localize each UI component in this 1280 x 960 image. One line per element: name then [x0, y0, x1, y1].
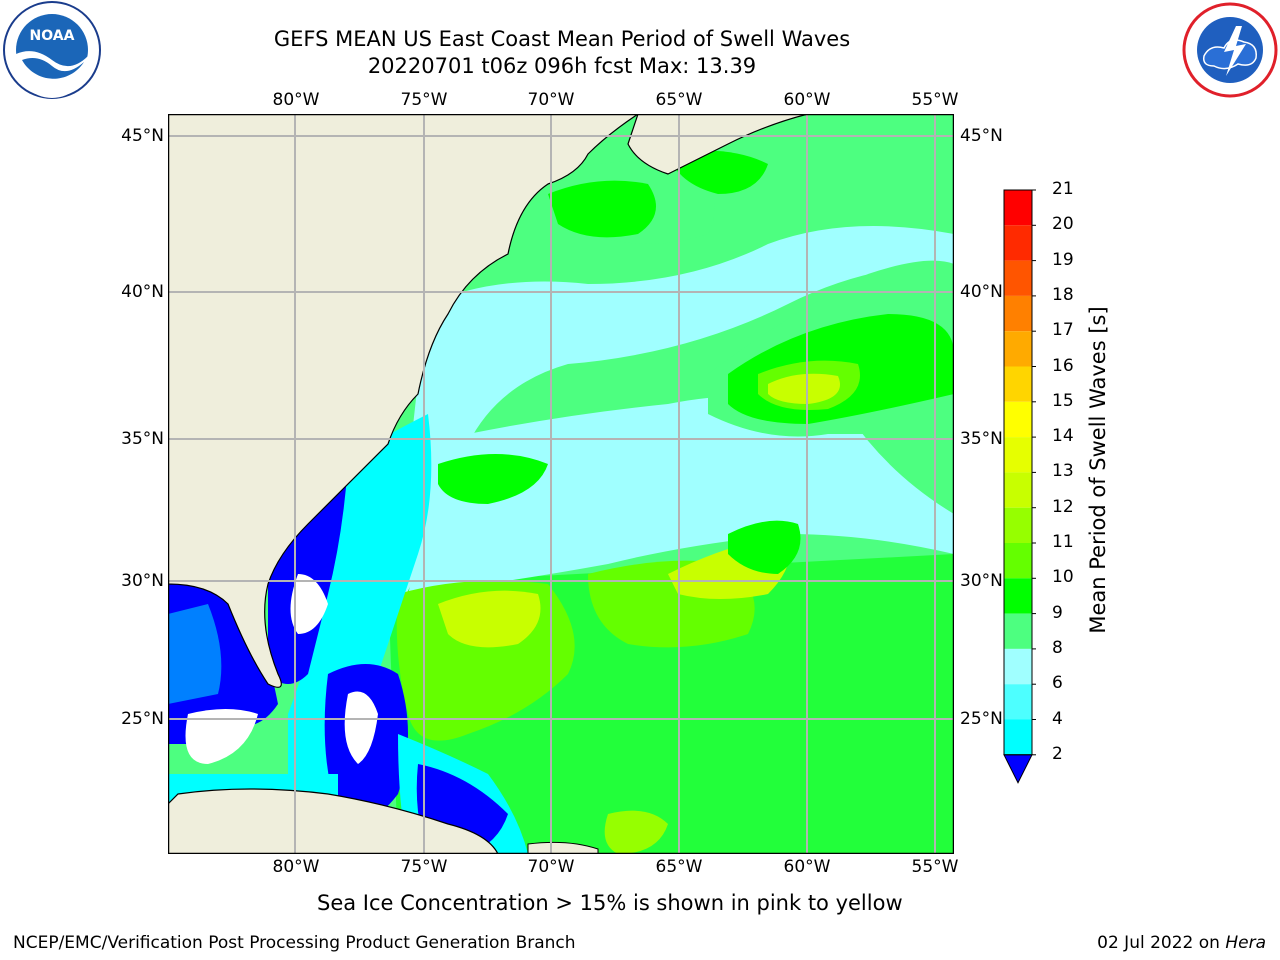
colorbar-tick-label: 10 — [1052, 567, 1074, 588]
colorbar-segment — [1004, 260, 1032, 296]
footer-date-text: 02 Jul 2022 on — [1097, 933, 1226, 953]
colorbar-segment — [1004, 578, 1032, 614]
colorbar-tick-label: 4 — [1052, 708, 1063, 729]
colorbar-segment — [1004, 437, 1032, 473]
lat-label-left-40n: 40°N — [121, 282, 164, 302]
lat-label-left-25n: 25°N — [121, 709, 164, 729]
colorbar-tick-label: 9 — [1052, 602, 1063, 623]
colorbar-segment — [1004, 401, 1032, 438]
colorbar-tick-label: 2 — [1052, 743, 1063, 764]
swell-period-map — [168, 114, 954, 854]
colorbar-segment — [1004, 472, 1032, 508]
lat-label-left-30n: 30°N — [121, 571, 164, 591]
lon-label-top-80w: 80°W — [272, 90, 320, 110]
chart-title: GEFS MEAN US East Coast Mean Period of S… — [273, 27, 851, 51]
land-cuba — [168, 788, 499, 854]
colorbar-tick-label: 6 — [1052, 673, 1063, 694]
colorbar-segment — [1004, 331, 1032, 367]
colorbar-tick-label: 17 — [1052, 320, 1074, 341]
colorbar-segment — [1004, 225, 1032, 261]
lon-label-top-65w: 65°W — [655, 90, 703, 110]
noaa-logo-icon: NOAA — [3, 1, 101, 99]
colorbar-tick-label: 14 — [1052, 426, 1074, 447]
footer-credit: NCEP/EMC/Verification Post Processing Pr… — [13, 933, 576, 953]
footer-date: 02 Jul 2022 on Hera — [1097, 933, 1266, 953]
colorbar-segment — [1004, 190, 1032, 226]
lon-label-bottom-60w: 60°W — [783, 857, 831, 877]
lon-label-bottom-75w: 75°W — [400, 857, 448, 877]
colorbar-segment — [1004, 648, 1032, 685]
lat-label-right-40n: 40°N — [960, 282, 1003, 302]
lon-label-top-55w: 55°W — [911, 90, 959, 110]
colorbar-tick-label: 15 — [1052, 390, 1074, 411]
lon-label-bottom-70w: 70°W — [527, 857, 575, 877]
colorbar-tick-label: 12 — [1052, 496, 1074, 517]
lat-label-right-35n: 35°N — [960, 429, 1003, 449]
lat-label-right-25n: 25°N — [960, 709, 1003, 729]
colorbar-segment — [1004, 684, 1032, 720]
map-frame — [168, 114, 954, 854]
lon-label-bottom-55w: 55°W — [911, 857, 959, 877]
lon-label-bottom-80w: 80°W — [272, 857, 320, 877]
lon-label-top-70w: 70°W — [527, 90, 575, 110]
colorbar-segment — [1004, 366, 1032, 402]
graticule — [168, 114, 954, 854]
lat-label-left-35n: 35°N — [121, 429, 164, 449]
colorbar-tick-label: 21 — [1052, 179, 1074, 199]
lat-label-right-30n: 30°N — [960, 571, 1003, 591]
colorbar — [1003, 189, 1036, 784]
nws-logo-icon — [1182, 2, 1278, 98]
colorbar-segment — [1004, 295, 1032, 332]
colorbar-label: Mean Period of Swell Waves [s] — [1086, 306, 1110, 634]
svg-text:NOAA: NOAA — [30, 28, 75, 44]
colorbar-tick-label: 8 — [1052, 637, 1063, 658]
colorbar-tick-label: 20 — [1052, 214, 1074, 235]
colorbar-segment — [1004, 719, 1032, 755]
colorbar-segment — [1004, 507, 1032, 543]
lat-label-left-45n: 45°N — [121, 126, 164, 146]
colorbar-segment — [1004, 543, 1032, 579]
lon-label-top-60w: 60°W — [783, 90, 831, 110]
land-north-america — [168, 114, 640, 688]
colorbar-tick-label: 11 — [1052, 532, 1074, 552]
colorbar-tick-label: 13 — [1052, 461, 1074, 482]
colorbar-tick-label: 19 — [1052, 249, 1074, 270]
footer-host: Hera — [1225, 933, 1266, 953]
colorbar-under-arrow — [1003, 754, 1033, 784]
colorbar-tick-label: 16 — [1052, 355, 1074, 376]
sea-ice-caption: Sea Ice Concentration > 15% is shown in … — [317, 891, 903, 915]
colorbar-tick-label: 18 — [1052, 284, 1074, 305]
lat-label-right-45n: 45°N — [960, 126, 1003, 146]
colorbar-segment — [1004, 613, 1032, 649]
chart-subtitle: 20220701 t06z 096h fcst Max: 13.39 — [367, 54, 757, 78]
lon-label-bottom-65w: 65°W — [655, 857, 703, 877]
lon-label-top-75w: 75°W — [400, 90, 448, 110]
